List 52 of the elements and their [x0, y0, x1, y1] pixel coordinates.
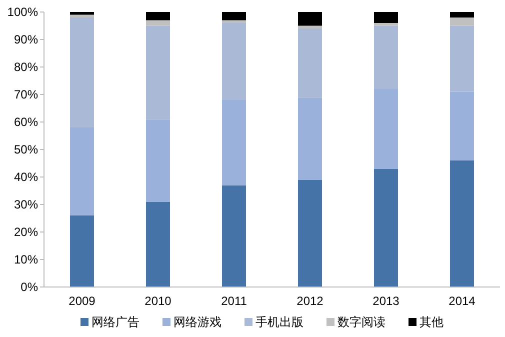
bar — [222, 20, 246, 23]
y-tick-label: 90% — [14, 32, 38, 46]
x-tick-label: 2014 — [448, 294, 476, 308]
y-tick-label: 40% — [14, 170, 38, 184]
legend-label: 其他 — [420, 315, 444, 329]
y-tick-label: 50% — [14, 142, 38, 156]
y-tick-label: 20% — [14, 225, 38, 239]
x-tick-label: 2010 — [144, 294, 172, 308]
x-tick-label: 2012 — [296, 294, 324, 308]
bar — [374, 89, 398, 169]
y-tick-label: 60% — [14, 115, 38, 129]
bar — [374, 23, 398, 26]
bar — [222, 23, 246, 100]
y-tick-label: 0% — [20, 280, 38, 294]
bar — [450, 92, 474, 160]
y-tick-label: 70% — [14, 88, 38, 102]
x-tick-label: 2009 — [68, 294, 96, 308]
bar — [298, 180, 322, 287]
legend-label: 手机出版 — [256, 315, 304, 329]
bar — [298, 97, 322, 180]
bar — [146, 20, 170, 26]
bar — [450, 160, 474, 287]
y-tick-label: 30% — [14, 198, 38, 212]
y-tick-label: 100% — [7, 5, 38, 19]
bar — [222, 185, 246, 287]
bar — [374, 168, 398, 287]
bar — [70, 12, 94, 15]
bar — [146, 12, 170, 20]
bar — [70, 128, 94, 216]
bar — [146, 26, 170, 120]
bar — [298, 26, 322, 28]
legend-label: 网络游戏 — [174, 315, 222, 329]
bar — [222, 12, 246, 20]
bar — [450, 18, 474, 26]
bar — [298, 12, 322, 26]
x-tick-label: 2013 — [372, 294, 400, 308]
bar — [146, 119, 170, 202]
bar — [450, 12, 474, 18]
bar — [450, 26, 474, 92]
bar — [298, 28, 322, 98]
bar — [70, 216, 94, 287]
bar — [70, 18, 94, 128]
bar — [70, 14, 94, 18]
legend-label: 网络广告 — [92, 315, 140, 329]
y-tick-label: 80% — [14, 60, 38, 74]
legend-label: 数字阅读 — [338, 315, 386, 329]
y-tick-label: 10% — [14, 252, 38, 266]
x-tick-label: 2011 — [221, 294, 248, 308]
bar — [374, 12, 398, 23]
bar — [222, 100, 246, 186]
bar — [374, 26, 398, 89]
bar — [146, 202, 170, 287]
